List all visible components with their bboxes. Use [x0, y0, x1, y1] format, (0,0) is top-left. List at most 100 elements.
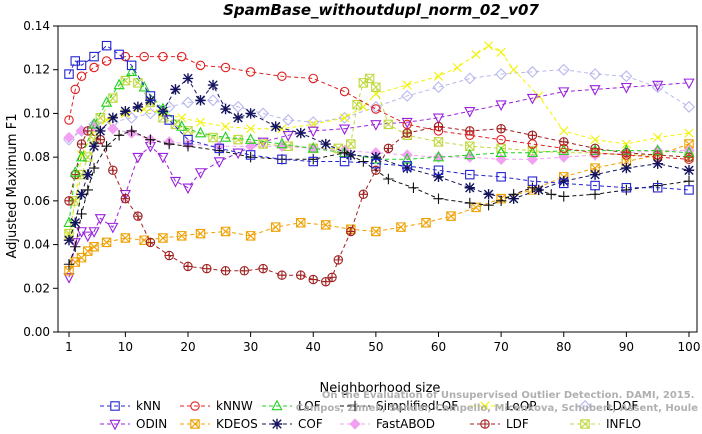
point-loop — [684, 128, 694, 138]
point-ldf-ring — [308, 274, 318, 285]
point-simplifiedlof — [308, 154, 319, 165]
point-kdeos — [195, 228, 206, 239]
point-lof — [75, 150, 88, 162]
legend-label-simplifiedlof: SimplifiedLOF — [376, 399, 458, 413]
point-odin — [338, 124, 351, 136]
legend-label-knn: kNN — [136, 399, 161, 413]
point-knnw — [277, 71, 287, 82]
point-kdeos — [371, 226, 381, 237]
point-knn — [652, 182, 663, 193]
series-line-ldof — [68, 69, 690, 141]
legend-label-inflo: INFLO — [606, 417, 641, 431]
point-ldof — [683, 100, 695, 113]
point-kdeos — [220, 226, 231, 237]
point-knn — [527, 176, 538, 186]
series-line-ldf — [68, 125, 690, 283]
point-fastabod — [495, 153, 507, 165]
point-ldof — [526, 65, 539, 78]
point-knn — [496, 172, 506, 182]
point-ldf — [296, 270, 305, 280]
point-lof — [464, 148, 476, 160]
point-cof — [621, 162, 632, 174]
y-tick-label: 0.02 — [23, 281, 50, 295]
point-ldf-ring — [76, 139, 87, 149]
point-ldf — [83, 126, 92, 136]
legend-label-ldof: LDOF — [606, 399, 638, 413]
point-lof — [100, 96, 113, 107]
point-lof — [307, 142, 319, 153]
point-knnw — [684, 154, 694, 165]
point-cof — [270, 121, 281, 132]
point-knn — [76, 60, 87, 71]
point-ldf — [183, 262, 193, 271]
y-tick-label: 0.06 — [23, 194, 50, 208]
point-kdeos — [89, 242, 99, 252]
point-ldf-ring — [496, 123, 506, 134]
point-inflo — [346, 139, 356, 149]
watermark-line-1: On the Evaluation of Unsupervised Outlie… — [322, 390, 695, 401]
point-cof — [683, 165, 695, 176]
legend-marker-simplifiedlof — [349, 400, 361, 412]
legend-marker-fastabod — [349, 418, 361, 430]
point-simplifiedlof — [88, 162, 100, 174]
watermark-line-2: Campos, Zimek, Sander, Campello, Micenko… — [296, 403, 698, 414]
point-simplifiedlof — [113, 130, 125, 141]
legend-item-odin: ODIN — [100, 417, 167, 431]
point-cof — [82, 169, 93, 180]
point-cof — [433, 171, 444, 183]
point-ldf — [202, 264, 211, 273]
point-loop — [433, 71, 444, 81]
point-kdeos — [83, 246, 93, 256]
point-odin — [495, 100, 507, 112]
point-simplifiedlof — [433, 193, 444, 204]
point-ldf-ring — [145, 237, 156, 248]
point-simplifiedlof — [408, 182, 419, 193]
point-lof — [683, 146, 695, 158]
point-knnw — [527, 139, 538, 149]
point-cof — [401, 162, 413, 174]
point-ldf — [384, 144, 393, 153]
series-knnw — [64, 51, 694, 165]
point-odin — [169, 176, 182, 188]
series-line-knnw — [68, 56, 690, 160]
point-odin — [652, 80, 664, 92]
point-inflo — [208, 132, 218, 143]
point-simplifiedlof — [82, 184, 93, 196]
point-ldf-ring — [321, 276, 331, 287]
point-kdeos — [158, 233, 168, 243]
point-ldf-ring — [239, 266, 250, 276]
point-simplifiedlof — [546, 189, 557, 200]
series-line-knn — [68, 45, 690, 191]
point-cof — [232, 112, 244, 123]
point-odin — [370, 120, 382, 131]
point-knnw — [195, 60, 206, 71]
point-cof — [107, 112, 119, 123]
point-kdeos — [270, 222, 281, 232]
point-knn — [308, 156, 318, 167]
legend-marker-loop — [480, 401, 490, 411]
watermark: On the Evaluation of Unsupervised Outlie… — [296, 390, 698, 414]
point-simplifiedlof — [245, 151, 256, 163]
point-inflo — [358, 78, 369, 88]
point-cof — [345, 149, 357, 161]
legend-item-lof: LOF — [262, 399, 321, 413]
point-lof — [526, 146, 539, 158]
series-knn — [64, 40, 694, 195]
point-cof — [652, 158, 663, 169]
point-inflo — [352, 99, 362, 110]
point-knnw — [176, 51, 187, 62]
point-cof — [558, 175, 569, 187]
point-odin — [157, 152, 169, 164]
point-odin — [107, 222, 119, 234]
point-lof — [69, 166, 81, 177]
x-tick-label: 100 — [678, 340, 701, 354]
y-tick-label: 0.00 — [23, 325, 50, 339]
series-line-lof — [68, 71, 690, 223]
point-knn — [164, 115, 174, 125]
legend-label-lof: LOF — [298, 399, 321, 413]
point-cof — [195, 95, 206, 106]
point-loop — [559, 126, 569, 136]
point-knnw — [339, 86, 350, 97]
point-ldf-ring — [346, 226, 356, 237]
point-knnw — [158, 51, 168, 62]
